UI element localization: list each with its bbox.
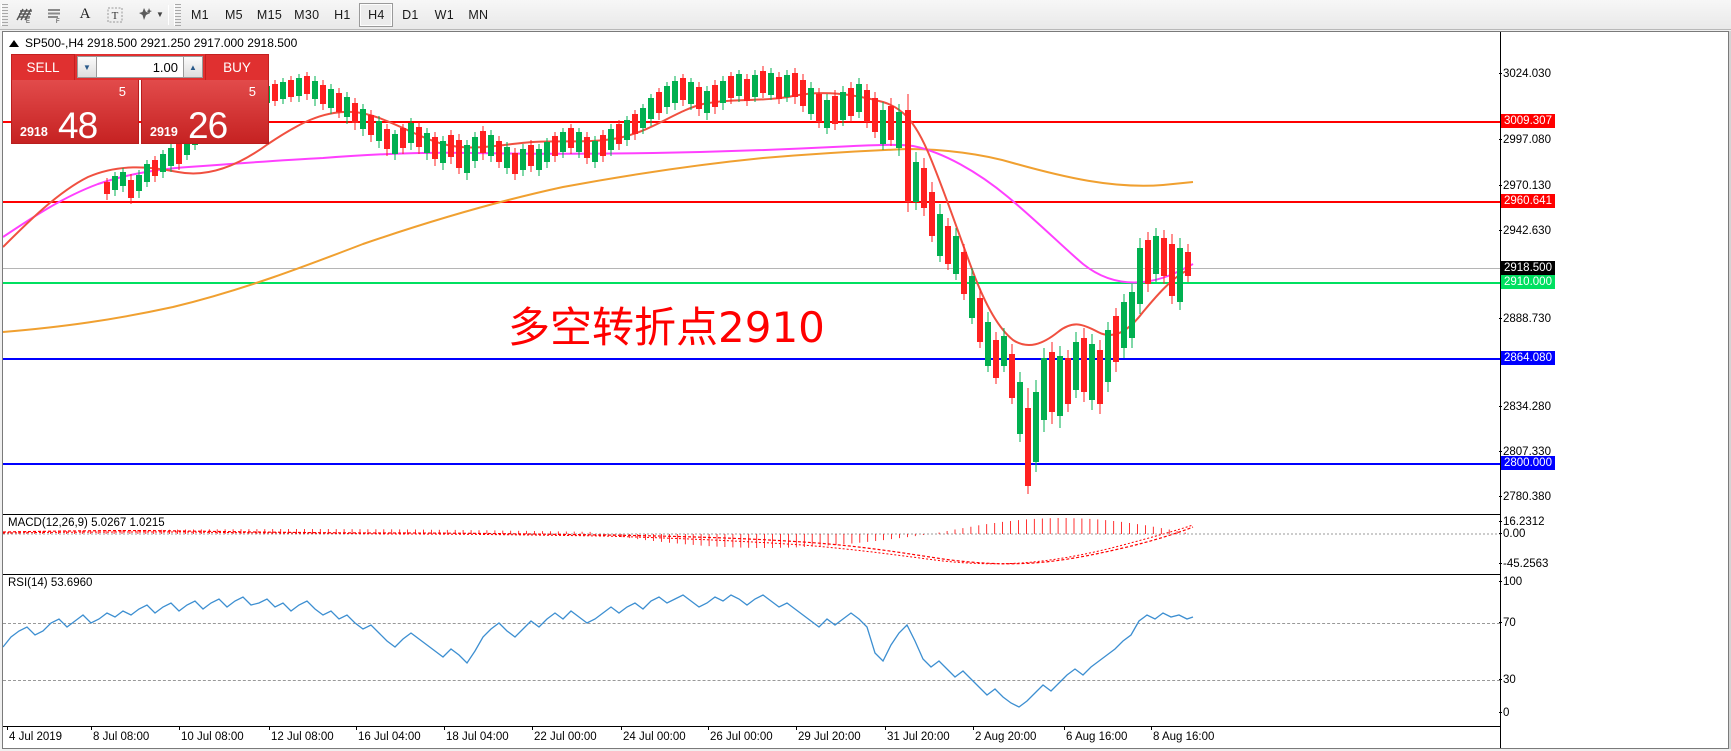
sell-button[interactable]: SELL [11,54,75,80]
chart-canvas-window: 多空转折点2910 SP500-,H4 2918.500 2921.250 29… [2,31,1729,749]
svg-text:E: E [26,19,30,24]
time-label: 24 Jul 00:00 [621,726,686,743]
level-tag-2800[interactable]: 2800.000 [1501,456,1555,470]
timeframe-d1[interactable]: D1 [402,7,419,22]
rsi-scale: 100 70 30 0 [1498,574,1728,726]
timeframe-m1[interactable]: M1 [190,7,209,22]
level-tag-2960[interactable]: 2960.641 [1501,194,1555,208]
price-tick: 2970.130 [1499,180,1551,192]
rsi-overbought-line [3,623,1500,624]
rsi-tick-30: 30 [1499,674,1516,686]
volume-decrement-icon[interactable]: ▼ [77,56,97,78]
ask-price-whole: 2919 [150,125,178,139]
svg-text:F: F [56,19,60,24]
time-label: 8 Jul 08:00 [90,726,150,743]
buy-button[interactable]: BUY [205,54,269,80]
time-label: 26 Jul 00:00 [708,726,773,743]
bid-price-big: 48 [58,105,98,144]
ask-price-big: 26 [188,105,228,144]
volume-stepper[interactable]: ▼ 1.00 ▲ [75,54,205,80]
bid-price-cell[interactable]: 2918 48 5 [11,80,139,144]
candlestick-series [3,66,1194,494]
rsi-label: RSI(14) 53.6960 [8,577,93,589]
level-line-2800[interactable] [3,463,1500,465]
ask-price-cell[interactable]: 2919 26 5 [141,80,269,144]
timeframe-w1[interactable]: W1 [434,7,455,22]
price-tick: 2942.630 [1499,225,1551,237]
templates-icon[interactable]: F [40,2,70,28]
time-scale[interactable]: 4 Jul 2019 8 Jul 08:00 10 Jul 08:00 12 J… [3,726,1500,748]
time-label: 18 Jul 04:00 [444,726,509,743]
text-label-icon[interactable]: T [100,2,130,28]
toolbar-grip-2[interactable] [173,3,181,26]
rsi-oversold-line [3,680,1500,681]
objects-dropdown-icon[interactable]: ▼ [156,10,164,19]
macd-scale: 16.2312 0.00 -45.2563 [1498,514,1728,572]
macd-pane[interactable]: MACD(12,26,9) 5.0267 1.0215 [3,514,1500,572]
price-tick: 2834.280 [1499,401,1551,413]
time-label: 6 Aug 16:00 [1063,726,1128,743]
time-label: 4 Jul 2019 [6,726,63,743]
macd-series [3,518,1500,565]
toolbar-grip-1[interactable] [1,3,8,26]
rsi-tick-0: 0 [1498,707,1510,719]
price-tick: 2780.380 [1499,491,1551,503]
text-icon[interactable]: A [79,6,91,22]
price-tick: 3024.030 [1499,68,1551,80]
toolbar-separator [167,4,169,25]
timeframe-m5[interactable]: M5 [224,7,243,22]
macd-tick-zero: 0.00 [1498,528,1526,540]
current-price-line [3,268,1500,269]
symbol-ohlc-text: SP500-,H4 2918.500 2921.250 2917.000 291… [25,36,298,50]
level-tag-2864[interactable]: 2864.080 [1501,351,1555,365]
window-right-edge [1729,31,1731,749]
time-label: 31 Jul 20:00 [885,726,950,743]
chart-symbol-header: SP500-,H4 2918.500 2921.250 2917.000 291… [9,36,297,50]
time-label: 22 Jul 00:00 [532,726,597,743]
price-pane[interactable]: 多空转折点2910 [3,32,1500,748]
price-tick: 2807.330 [1499,446,1551,458]
level-line-2910[interactable] [3,282,1500,284]
volume-input[interactable]: 1.00 [97,56,183,78]
level-tag-2910[interactable]: 2910.000 [1501,275,1555,289]
objects-icon[interactable] [130,2,160,28]
price-tick: 2888.730 [1499,313,1551,325]
macd-tick-max: 16.2312 [1499,516,1545,528]
timeframe-h4[interactable]: H4 [359,2,394,27]
timeframe-mn[interactable]: MN [468,7,489,22]
rsi-pane[interactable]: RSI(14) 53.6960 [3,574,1500,726]
ask-price-fraction: 5 [248,84,256,99]
bid-price-whole: 2918 [20,125,48,139]
rsi-series [3,594,1194,708]
one-click-trading-panel[interactable]: SELL ▼ 1.00 ▲ BUY 2918 48 5 2919 26 5 [11,54,269,144]
collapse-triangle-icon[interactable] [9,39,19,47]
volume-increment-icon[interactable]: ▲ [183,56,203,78]
level-line-2960[interactable] [3,201,1500,203]
time-label: 2 Aug 20:00 [972,726,1037,743]
timeframe-h1[interactable]: H1 [334,7,351,22]
level-tag-3009[interactable]: 3009.307 [1501,114,1555,128]
level-line-3009[interactable] [3,121,1500,123]
time-label: 8 Aug 16:00 [1150,726,1215,743]
time-label: 16 Jul 04:00 [356,726,421,743]
rsi-tick-100: 100 [1498,576,1523,588]
time-label: 29 Jul 20:00 [796,726,861,743]
timeframe-m15[interactable]: M15 [256,7,283,22]
main-toolbar: E F A T ▼ [0,0,1731,30]
macd-tick-min: -45.2563 [1498,558,1549,570]
svg-text:T: T [112,10,119,22]
current-price-tag: 2918.500 [1501,261,1555,275]
rsi-tick-70: 70 [1499,617,1516,629]
chart-annotation-text[interactable]: 多空转折点2910 [508,303,825,352]
time-label: 10 Jul 08:00 [179,726,244,743]
price-tick: 2997.080 [1499,134,1551,146]
indicators-icon[interactable]: E [10,2,40,28]
level-line-2864[interactable] [3,358,1500,360]
timeframe-m30[interactable]: M30 [294,7,320,22]
time-label: 12 Jul 08:00 [269,726,334,743]
bid-price-fraction: 5 [118,84,126,99]
macd-label: MACD(12,26,9) 5.0267 1.0215 [8,517,165,529]
